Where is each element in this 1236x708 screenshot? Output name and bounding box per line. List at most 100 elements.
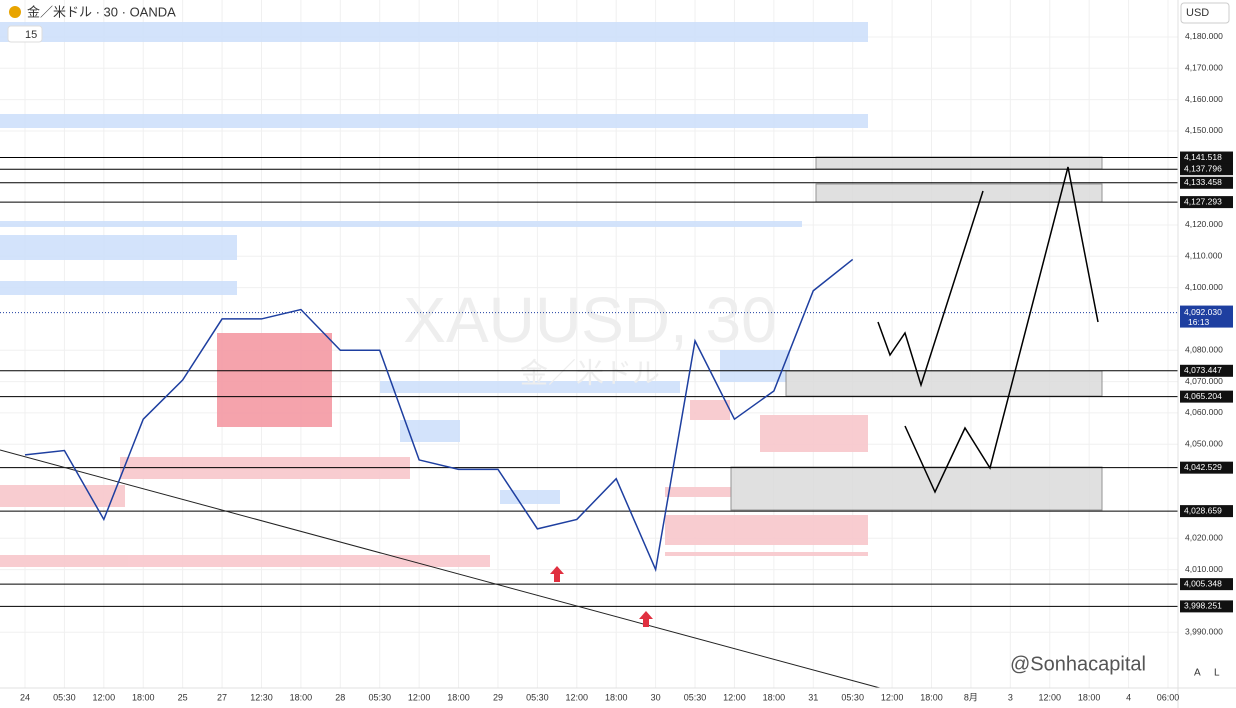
zone [500, 490, 560, 504]
corner-label: L [1214, 668, 1220, 679]
x-tick-label: 18:00 [763, 692, 786, 702]
x-tick-label: 12:00 [1038, 692, 1061, 702]
level-tag [1180, 176, 1233, 189]
y-tick-label: 4,100.000 [1185, 282, 1223, 292]
x-tick-label: 12:30 [250, 692, 273, 702]
y-tick-label: 4,060.000 [1185, 407, 1223, 417]
currency-button[interactable] [1180, 2, 1230, 24]
level-label: 4,133.458 [1184, 177, 1222, 187]
y-tick-label: 4,110.000 [1185, 251, 1222, 261]
zone [0, 114, 868, 128]
zone [380, 381, 680, 393]
y-tick-label: 4,160.000 [1185, 94, 1223, 104]
y-tick-label: 4,010.000 [1185, 564, 1223, 574]
y-tick-label: 4,050.000 [1185, 439, 1223, 449]
y-tick-label: 4,180.000 [1185, 31, 1223, 41]
x-tick-label: 18:00 [605, 692, 628, 702]
x-tick-label: 05:30 [526, 692, 549, 702]
zone [0, 281, 237, 295]
y-tick-label: 4,120.000 [1185, 219, 1223, 229]
x-tick-label: 31 [808, 692, 818, 702]
x-tick-label: 05:30 [53, 692, 76, 702]
zone [720, 350, 790, 382]
zone [785, 370, 1103, 397]
x-tick-label: 29 [493, 692, 503, 702]
level-tag [1180, 151, 1233, 164]
zone [665, 515, 868, 545]
forecast-path [904, 166, 1099, 494]
level-tag [1180, 196, 1233, 209]
x-tick-label: 12:00 [881, 692, 904, 702]
watermark-sub: 金／米ドル [520, 357, 660, 388]
level-label: 4,005.348 [1184, 578, 1222, 588]
y-tick-label: 4,170.000 [1185, 63, 1223, 73]
zone [0, 485, 125, 507]
x-tick-label: 25 [178, 692, 188, 702]
x-tick-label: 4 [1126, 692, 1131, 702]
level-label: 3,998.251 [1184, 601, 1222, 611]
y-tick-label: 4,020.000 [1185, 532, 1223, 542]
arrow [550, 566, 564, 582]
x-tick-label: 12:00 [93, 692, 116, 702]
y-tick-label: 4,070.000 [1185, 376, 1223, 386]
zones [0, 22, 1103, 567]
zone [815, 156, 1103, 170]
x-tick-label: 28 [335, 692, 345, 702]
forecast-path [877, 190, 984, 388]
level-label: 4,065.204 [1184, 391, 1222, 401]
credit: @Sonhacapital [1010, 653, 1146, 675]
arrow [639, 611, 653, 627]
x-tick-label: 05:30 [841, 692, 864, 702]
zone [690, 400, 730, 420]
x-tick-label: 06:00 [1157, 692, 1180, 702]
zone [730, 466, 1103, 511]
zone [665, 487, 740, 497]
x-tick-label: 30 [651, 692, 661, 702]
x-tick-label: 8月 [964, 692, 978, 702]
trendline [0, 449, 881, 689]
x-tick-label: 12:00 [408, 692, 431, 702]
level-tag [1180, 600, 1233, 613]
x-tick-label: 18:00 [290, 692, 313, 702]
y-tick-label: 4,150.000 [1185, 125, 1223, 135]
countdown: 16:13 [1188, 317, 1210, 327]
plot [24, 258, 854, 573]
zone [0, 555, 490, 567]
symbol-icon [9, 6, 21, 18]
x-tick-label: 27 [217, 692, 227, 702]
zone [760, 415, 868, 452]
level-tag [1180, 163, 1233, 176]
x-tick-label: 18:00 [447, 692, 470, 702]
level-label: 4,127.293 [1184, 196, 1222, 206]
level-label: 4,141.518 [1184, 152, 1222, 162]
level-tag [1180, 364, 1233, 377]
level-tag [1180, 461, 1233, 474]
level-tag [1180, 505, 1233, 518]
zone [217, 333, 332, 427]
zone [0, 22, 868, 42]
zone [0, 235, 237, 260]
currency[interactable]: USD [1186, 7, 1209, 19]
zone [665, 552, 868, 556]
x-tick-label: 18:00 [920, 692, 943, 702]
interval[interactable]: 15 [25, 29, 37, 41]
x-tick-label: 12:00 [723, 692, 746, 702]
chart-title: 金／米ドル · 30 · OANDA [27, 4, 176, 19]
x-tick-label: 12:00 [566, 692, 589, 702]
x-tick-label: 18:00 [132, 692, 155, 702]
x-tick-label: 05:30 [684, 692, 707, 702]
x-tick-label: 3 [1008, 692, 1013, 702]
y-tick-label: 3,990.000 [1185, 626, 1223, 636]
zone [400, 420, 460, 442]
x-tick-label: 24 [20, 692, 30, 702]
current-price-tag [1180, 305, 1233, 328]
watermark: XAUUSD, 30 [403, 284, 776, 356]
interval-box[interactable] [7, 25, 43, 43]
level-label: 4,137.796 [1184, 163, 1222, 173]
x-tick-label: 05:30 [368, 692, 391, 702]
level-label: 4,073.447 [1184, 365, 1222, 375]
grid [0, 0, 1178, 688]
level-tag [1180, 390, 1233, 403]
